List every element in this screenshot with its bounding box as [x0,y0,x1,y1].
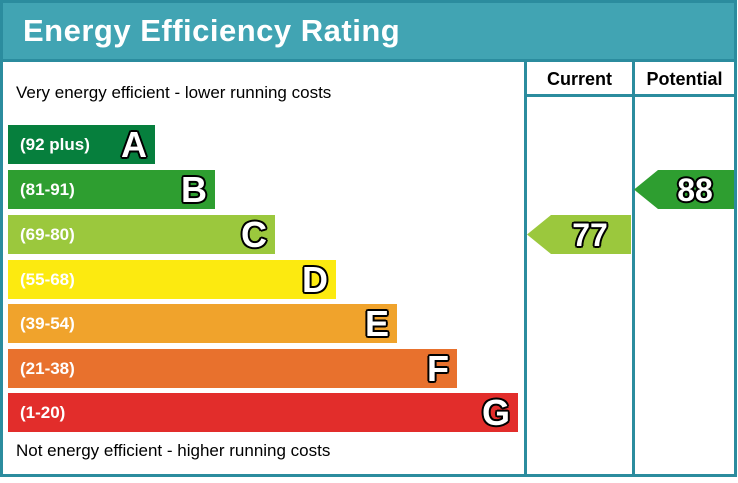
band-row-e: (39-54) E [8,304,397,343]
current-value: 77 [572,216,608,253]
current-arrow: 77 [527,215,631,254]
bottom-note: Not energy efficient - higher running co… [16,441,331,460]
potential-arrow: 88 [634,170,734,209]
band-range-label: (92 plus) [20,134,90,154]
band-letter: E [364,302,389,344]
band-letter: A [121,123,147,165]
band-range-label: (1-20) [20,402,66,422]
band-range-label: (55-68) [20,269,75,289]
header-underline [524,94,734,97]
band-letter: G [481,391,510,433]
title-banner: Energy Efficiency Rating [3,3,734,62]
band-letter: F [427,347,449,389]
band-range-label: (39-54) [20,313,75,333]
column-header-potential: Potential [646,68,723,89]
potential-column-divider [632,62,635,474]
current-column-divider [524,62,527,474]
band-row-f: (21-38) F [8,349,457,388]
band-range-label: (81-91) [20,179,75,199]
band-row-a: (92 plus) A [8,125,155,164]
column-header-current: Current [546,68,612,89]
band-letter: B [181,168,207,210]
page-title: Energy Efficiency Rating [23,13,401,48]
band-range-label: (21-38) [20,358,75,378]
top-note: Very energy efficient - lower running co… [16,83,332,102]
band-row-b: (81-91) B [8,170,215,209]
band-range-label: (69-80) [20,224,75,244]
band-letter: D [302,258,328,300]
potential-value: 88 [677,171,713,208]
band-row-d: (55-68) D [8,260,336,299]
band-letter: C [241,213,267,255]
band-row-c: (69-80) C [8,215,275,254]
band-row-g: (1-20) G [8,393,518,432]
